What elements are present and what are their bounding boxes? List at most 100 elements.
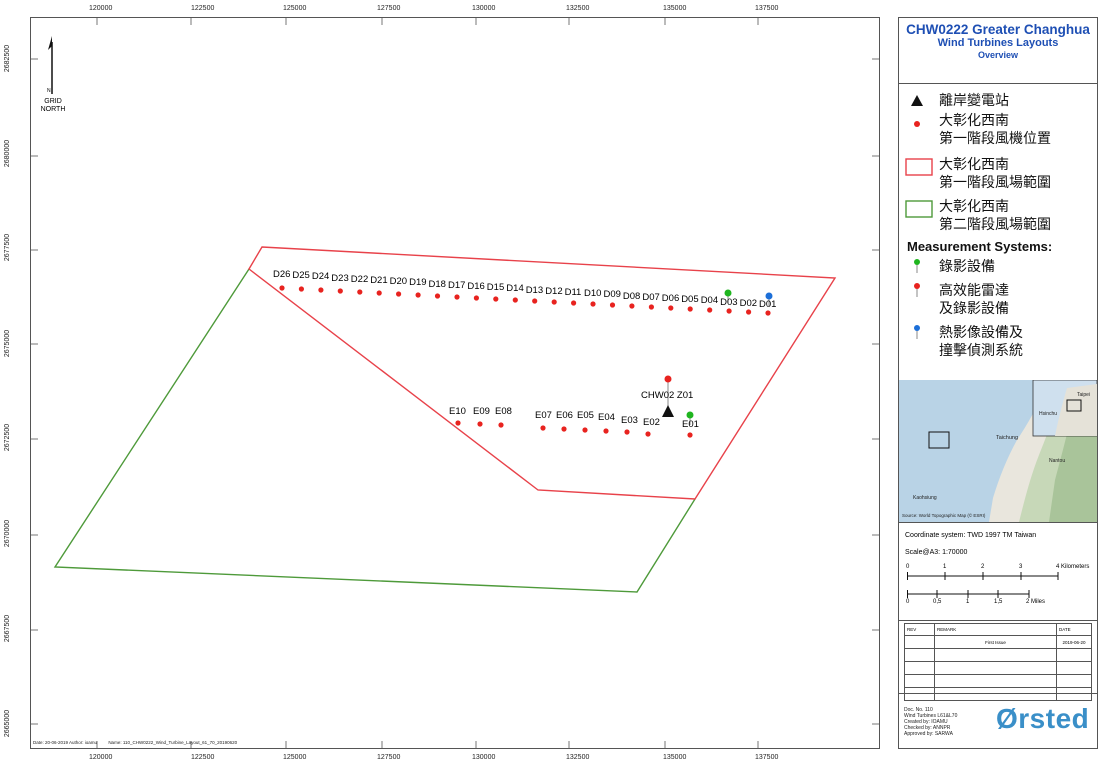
- turbine-label: D21: [370, 275, 388, 286]
- substation-label: CHW02 Z01: [641, 390, 694, 401]
- doc-info: Doc. No. 110 Wind Turbines L61&L70 Creat…: [899, 693, 1097, 748]
- orsted-logo: Ørsted: [996, 703, 1090, 734]
- turbine-label: E02: [643, 417, 660, 428]
- mile-tick: 0: [906, 599, 910, 605]
- table-row: First Issue 2019-06-20: [904, 635, 1092, 649]
- doc-created: Created by: IOAMU: [904, 719, 948, 725]
- legend-phase2-l2: 第二階段風場範圍: [939, 217, 1051, 233]
- title-line3: Overview: [977, 50, 1019, 60]
- turbine-label: E09: [473, 406, 490, 417]
- red-pin-icon: [914, 283, 920, 297]
- turbine-label: D01: [759, 299, 777, 310]
- revision-table: REV REMARK DATE First Issue 2019-06-20: [899, 620, 1097, 701]
- measurement-heading: Measurement Systems:: [907, 239, 1053, 254]
- table-row: [904, 687, 1092, 701]
- km-tick: 3: [1019, 564, 1023, 570]
- turbine-label: D09: [603, 289, 621, 301]
- doc-subject: Wind Turbines L61&L70: [904, 713, 958, 719]
- turbine-label: D10: [584, 288, 602, 300]
- map-frame: D26 D25 D24 D23 D22 D21 D20 D19 D18 D17 D16 D15 D14 D…: [30, 17, 880, 749]
- turbine-marker: [415, 292, 421, 298]
- turbine-marker: [707, 307, 713, 313]
- x-tick: 135000: [663, 754, 687, 761]
- turbine-label: E04: [598, 412, 615, 423]
- tick-marks: [31, 18, 879, 748]
- legend-phase1-l2: 第一階段風場範圍: [939, 175, 1051, 191]
- turbine-marker: [477, 421, 483, 427]
- turbine-marker: [582, 427, 588, 433]
- turbine-marker: [298, 286, 304, 292]
- inset-source: Source: World Topographic Map (© ESRI): [902, 513, 986, 518]
- km-tick: 1: [943, 564, 947, 570]
- video-camera-marker: [724, 289, 732, 297]
- turbine-label: D14: [506, 283, 524, 295]
- turbine-label: E10: [449, 406, 466, 417]
- turbine-marker: [726, 308, 732, 314]
- title-block: CHW0222 Greater Changhua Wind Turbines L…: [899, 18, 1097, 84]
- x-tick: 130000: [472, 754, 496, 761]
- turbine-marker: [434, 293, 441, 299]
- turbine-marker: [603, 428, 609, 434]
- legend-thermal-l1: 熱影像設備及: [939, 325, 1023, 341]
- turbine-label: E03: [621, 415, 638, 426]
- turbine-label: E08: [495, 406, 512, 417]
- red-dot-icon: [914, 121, 920, 127]
- scale-text: Scale@A3: 1:70000: [905, 549, 968, 556]
- turbine-marker: [357, 289, 363, 295]
- title-line1: CHW0222 Greater Changhua: [906, 22, 1090, 37]
- turbine-marker: [454, 294, 460, 300]
- north-arrow-icon: [48, 36, 53, 94]
- mile-tick: 0,5: [933, 599, 942, 605]
- turbine-marker: [648, 304, 655, 310]
- km-tick: 0: [906, 564, 910, 570]
- legend-phase1-l1: 大彰化西南: [939, 157, 1009, 173]
- table-cell: 2019-06-20: [1056, 635, 1092, 649]
- turbine-marker: [376, 290, 382, 296]
- turbine-marker: [337, 288, 343, 294]
- turbine-marker: [668, 305, 674, 311]
- table-cell: [904, 635, 935, 649]
- green-pin-icon: [914, 259, 920, 273]
- turbine-marker: [279, 285, 285, 291]
- inset-label: Hsinchu: [1039, 411, 1058, 417]
- y-tick: 2677500: [4, 233, 12, 262]
- thermal-camera-marker: [765, 292, 773, 300]
- legend-radar-l2: 及錄影設備: [939, 301, 1009, 317]
- footer-name: Name: 110_CHW0222_Wind_Turbine_Layout_61…: [108, 740, 238, 745]
- scale-block: Coordinate system: TWD 1997 TM Taiwan Sc…: [899, 522, 1097, 621]
- doc-checked: Checked by: ANNPR: [904, 725, 951, 731]
- x-tick: 125000: [283, 754, 307, 761]
- turbine-label: D15: [486, 282, 505, 294]
- green-box-icon: [905, 200, 933, 218]
- turbine-label: D16: [467, 281, 485, 292]
- turbine-label: D06: [661, 293, 680, 304]
- turbine-label: D11: [564, 287, 582, 298]
- mile-tick: 1: [966, 599, 970, 605]
- legend-phase2-l1: 大彰化西南: [939, 199, 1009, 215]
- inset-label: Nantou: [1049, 458, 1066, 464]
- y-tick: 2670000: [4, 519, 12, 548]
- x-tick: 127500: [377, 754, 401, 761]
- turbine-marker: [765, 310, 771, 316]
- blue-pin-icon: [914, 325, 920, 339]
- turbine-label: D05: [681, 294, 699, 306]
- map-canvas: [31, 18, 879, 748]
- x-tick: 137500: [755, 754, 779, 761]
- north-label: NORTH: [40, 106, 66, 113]
- turbine-marker: [498, 422, 504, 428]
- doc-approved: Approved by: SARWA: [904, 731, 953, 737]
- legend-radar-l1: 高效能雷達: [939, 283, 1009, 299]
- turbine-marker: [746, 309, 752, 315]
- turbine-marker: [561, 426, 567, 432]
- turbine-marker: [687, 306, 693, 312]
- turbine-label: D08: [622, 290, 641, 302]
- turbine-marker: [571, 300, 577, 306]
- x-tick: 125000: [283, 5, 307, 12]
- y-tick: 2680000: [4, 139, 12, 168]
- rev-header: REV: [904, 623, 935, 636]
- turbine-label: D07: [642, 291, 660, 303]
- turbine-label: E07: [535, 410, 552, 421]
- turbine-label: D02: [739, 297, 758, 309]
- inset-label: Kaohsiung: [913, 495, 937, 501]
- turbine-label: D23: [331, 272, 349, 284]
